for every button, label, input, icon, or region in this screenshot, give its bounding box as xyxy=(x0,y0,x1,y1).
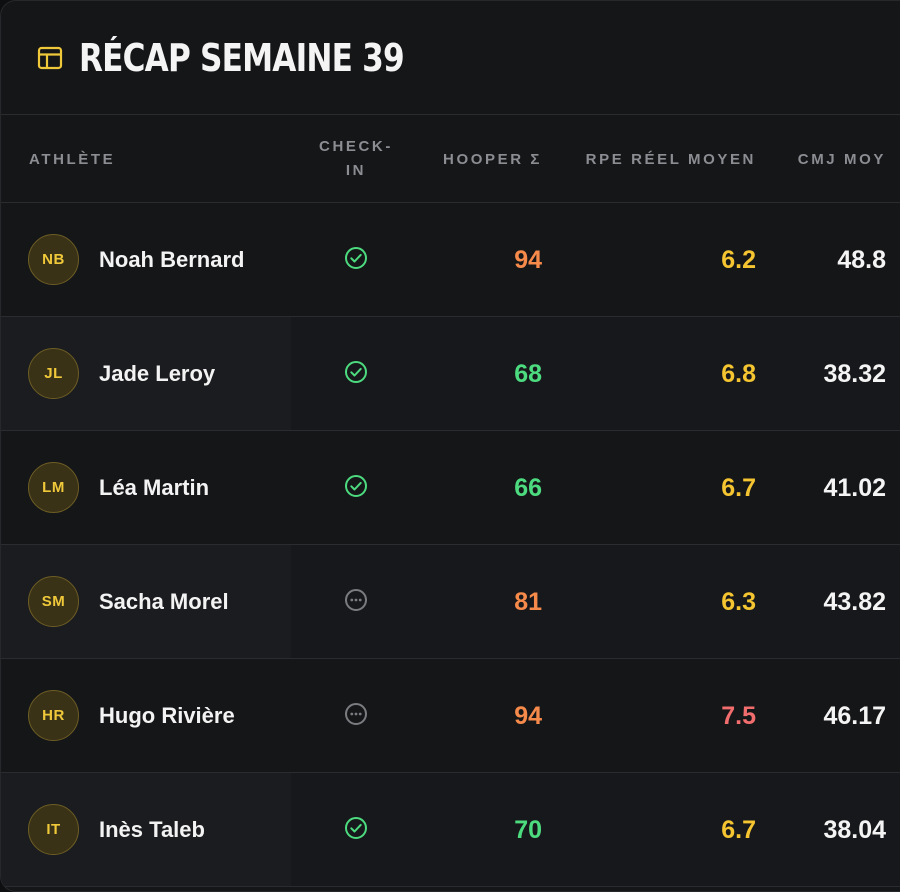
pending-dots-icon xyxy=(344,702,368,726)
pending-dots-icon xyxy=(344,588,368,612)
table-header: ATHLÈTE CHECK- IN HOOPER Σ RPE RÉEL MOYE… xyxy=(1,115,900,203)
column-header-hooper[interactable]: HOOPER Σ xyxy=(443,150,542,168)
hooper-sum-value: 94 xyxy=(514,701,542,730)
check-circle-icon xyxy=(344,246,368,270)
rpe-average-value: 6.8 xyxy=(721,359,756,388)
row-bg-rest xyxy=(291,545,900,658)
table-row[interactable]: IT Inès Taleb 70 6.7 38.04 xyxy=(1,773,900,887)
check-circle-icon xyxy=(344,474,368,498)
cmj-average-value: 38.32 xyxy=(823,359,886,388)
column-header-checkin-line1: CHECK- xyxy=(319,138,393,155)
hooper-sum-value: 70 xyxy=(514,815,542,844)
rpe-average-value: 7.5 xyxy=(721,701,756,730)
hooper-sum-value: 94 xyxy=(514,245,542,274)
row-bg-rest xyxy=(291,773,900,886)
page-title: RÉCAP SEMAINE 39 xyxy=(79,35,405,80)
avatar: LM xyxy=(28,462,79,513)
cmj-average-value: 41.02 xyxy=(823,473,886,502)
column-header-athlete[interactable]: ATHLÈTE xyxy=(29,150,116,168)
rpe-average-value: 6.3 xyxy=(721,587,756,616)
check-circle-icon xyxy=(344,816,368,840)
avatar-initials: LM xyxy=(42,479,65,496)
athlete-name[interactable]: Jade Leroy xyxy=(99,361,216,386)
hooper-sum-value: 66 xyxy=(514,473,542,502)
table-icon xyxy=(37,45,63,71)
table-row[interactable]: JL Jade Leroy 68 6.8 38.32 xyxy=(1,317,900,431)
avatar: JL xyxy=(28,348,79,399)
rpe-average-value: 6.7 xyxy=(721,473,756,502)
column-header-cmj[interactable]: CMJ MOY xyxy=(797,150,886,168)
card-header: RÉCAP SEMAINE 39 xyxy=(1,1,900,115)
athlete-name[interactable]: Léa Martin xyxy=(99,475,210,500)
avatar-initials: HR xyxy=(42,707,65,724)
table-row[interactable]: LM Léa Martin 66 6.7 41.02 xyxy=(1,431,900,545)
avatar-initials: SM xyxy=(41,593,66,610)
table-row[interactable]: SM Sacha Morel 81 6.3 43.82 xyxy=(1,545,900,659)
cmj-average-value: 48.8 xyxy=(837,245,886,274)
table-row[interactable]: HR Hugo Rivière 94 7.5 46.17 xyxy=(1,659,900,773)
avatar-initials: IT xyxy=(46,821,61,838)
athlete-name[interactable]: Noah Bernard xyxy=(99,247,245,272)
athlete-name[interactable]: Sacha Morel xyxy=(99,589,229,614)
avatar: HR xyxy=(28,690,79,741)
avatar-initials: NB xyxy=(42,251,65,268)
hooper-sum-value: 81 xyxy=(514,587,542,616)
athlete-name[interactable]: Hugo Rivière xyxy=(99,703,235,728)
avatar: SM xyxy=(28,576,79,627)
check-circle-icon xyxy=(344,360,368,384)
avatar-initials: JL xyxy=(44,365,63,382)
rpe-average-value: 6.2 xyxy=(721,245,756,274)
cmj-average-value: 43.82 xyxy=(823,587,886,616)
row-bg-rest xyxy=(291,317,900,430)
column-header-checkin-line2: IN xyxy=(345,162,367,179)
table-row[interactable]: NB Noah Bernard 94 6.2 48.8 xyxy=(1,203,900,317)
cmj-average-value: 46.17 xyxy=(823,701,886,730)
column-header-checkin[interactable]: CHECK- IN xyxy=(301,115,411,203)
avatar: IT xyxy=(28,804,79,855)
column-header-rpe[interactable]: RPE RÉEL MOYEN xyxy=(585,150,756,168)
rpe-average-value: 6.7 xyxy=(721,815,756,844)
avatar: NB xyxy=(28,234,79,285)
hooper-sum-value: 68 xyxy=(514,359,542,388)
cmj-average-value: 38.04 xyxy=(823,815,886,844)
athlete-name[interactable]: Inès Taleb xyxy=(99,817,205,842)
